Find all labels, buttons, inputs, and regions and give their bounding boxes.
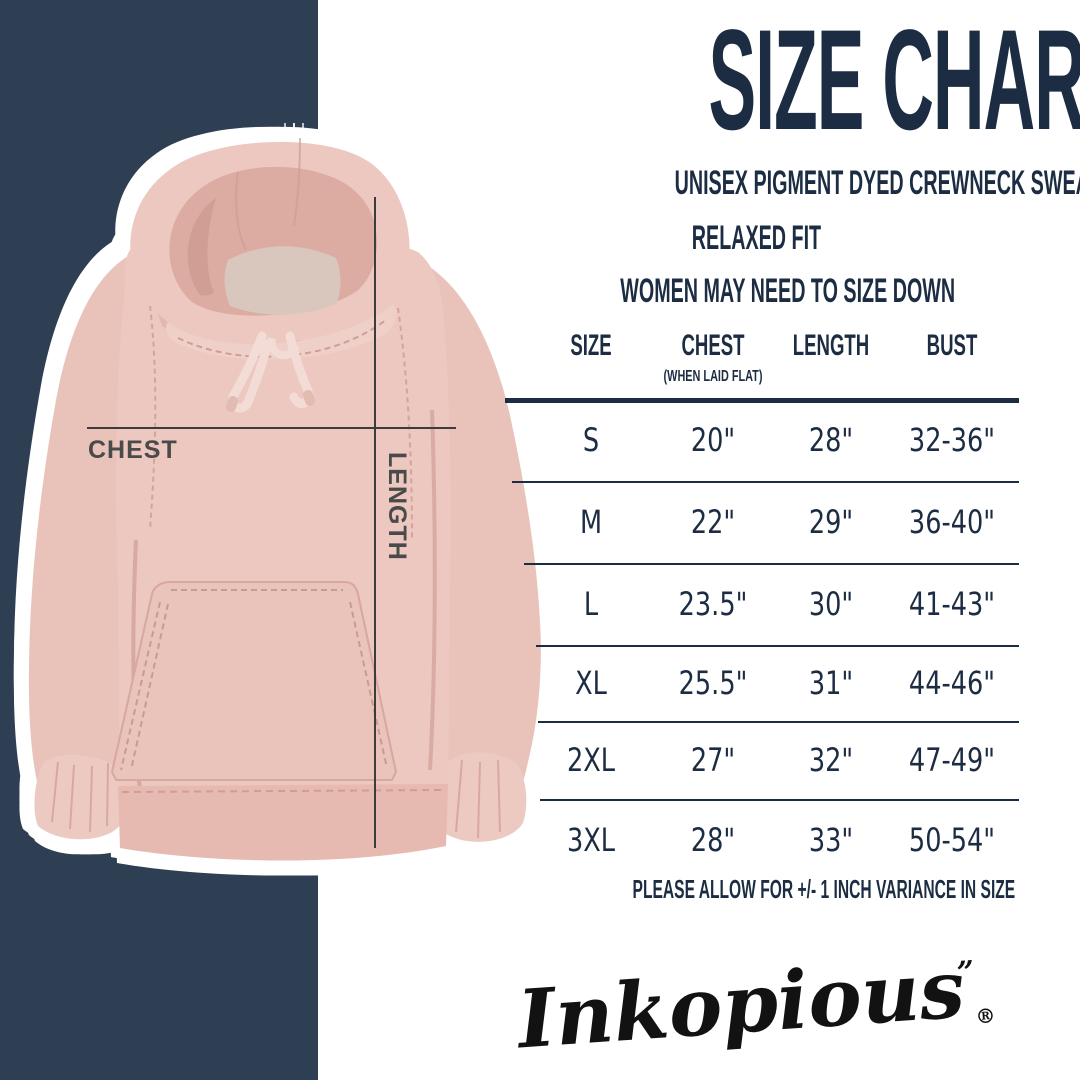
cell-length: 33" xyxy=(808,821,854,859)
hoodie-left-sleeve xyxy=(28,255,130,819)
cell-size: M xyxy=(580,503,603,541)
cell-length: 28" xyxy=(808,421,854,459)
chest-label: CHEST xyxy=(88,436,178,464)
column-header-bust: BUST xyxy=(926,329,978,362)
cell-size: 3XL xyxy=(567,821,616,859)
cell-length: 31" xyxy=(808,664,854,702)
hoodie-collar-lining xyxy=(224,246,341,315)
subtitle-sizing: WOMEN MAY NEED TO SIZE DOWN xyxy=(620,272,956,310)
column-header-size: SIZE xyxy=(570,329,613,362)
table-divider xyxy=(524,563,1019,565)
table-divider xyxy=(512,481,1019,483)
variance-note: PLEASE ALLOW FOR +/- 1 INCH VARIANCE IN … xyxy=(632,874,1016,904)
length-label: LENGTH xyxy=(383,452,411,561)
hoodie-hem xyxy=(118,784,448,861)
cell-bust: 44-46" xyxy=(909,664,996,702)
subtitle-material: UNISEX PIGMENT DYED CREWNECK SWEATSHIRT xyxy=(674,164,1080,202)
cell-chest: 28" xyxy=(690,821,735,859)
table-row: L 23.5" 30" 41-43" xyxy=(505,581,1019,627)
cell-chest: 22" xyxy=(690,503,735,541)
chest-measure-line xyxy=(87,427,456,429)
column-header-length: LENGTH xyxy=(792,329,870,362)
cell-bust: 32-36" xyxy=(909,421,996,459)
hoodie-drawstrings xyxy=(226,331,315,413)
cell-length: 32" xyxy=(808,741,854,779)
cell-size: L xyxy=(584,585,599,623)
table-row: 2XL 27" 32" 47-49" xyxy=(505,737,1019,783)
hoodie-pocket xyxy=(110,581,398,781)
subtitle-fit: RELAXED FIT xyxy=(691,219,821,257)
hoodie-left-cuff xyxy=(34,754,124,840)
cell-size: 2XL xyxy=(567,741,616,779)
hoodie-right-cuff xyxy=(435,752,527,842)
cell-bust: 41-43" xyxy=(909,585,996,623)
chest-subnote-row: (WHEN LAID FLAT) xyxy=(505,368,1019,386)
cell-chest: 20" xyxy=(690,421,735,459)
table-divider xyxy=(538,721,1019,723)
table-header-divider xyxy=(505,398,1019,403)
cell-chest: 23.5" xyxy=(678,585,748,623)
brand-logo-flourish: ” xyxy=(955,954,972,991)
hoodie-photo xyxy=(0,110,545,900)
cell-chest: 25.5" xyxy=(678,664,748,702)
column-header-chest: CHEST xyxy=(681,329,745,362)
hoodie-graphic xyxy=(28,137,541,861)
table-header-row: SIZE CHEST LENGTH BUST xyxy=(505,329,1019,363)
length-measure-line xyxy=(374,197,376,848)
table-row: S 20" 28" 32-36" xyxy=(505,417,1019,463)
brand-logo: Inkopious”® xyxy=(492,920,1018,1067)
cell-size: XL xyxy=(575,664,608,702)
table-divider xyxy=(536,645,1019,647)
table-divider xyxy=(540,799,1019,801)
registered-trademark-icon: ® xyxy=(974,1003,997,1029)
table-row: 3XL 28" 33" 50-54" xyxy=(505,817,1019,863)
page-title: SIZE CHART xyxy=(499,6,1080,156)
cell-bust: 47-49" xyxy=(909,741,996,779)
page-title-text: SIZE CHART xyxy=(708,1,1080,160)
cell-length: 30" xyxy=(808,585,854,623)
table-row: M 22" 29" 36-40" xyxy=(505,499,1019,545)
table-row: XL 25.5" 31" 44-46" xyxy=(505,660,1019,706)
chest-subnote: (WHEN LAID FLAT) xyxy=(663,368,763,385)
brand-logo-text: Inkopious xyxy=(514,941,968,1067)
cell-size: S xyxy=(583,421,600,459)
cell-chest: 27" xyxy=(690,741,735,779)
cell-bust: 50-54" xyxy=(909,821,996,859)
cell-bust: 36-40" xyxy=(909,503,996,541)
cell-length: 29" xyxy=(808,503,854,541)
